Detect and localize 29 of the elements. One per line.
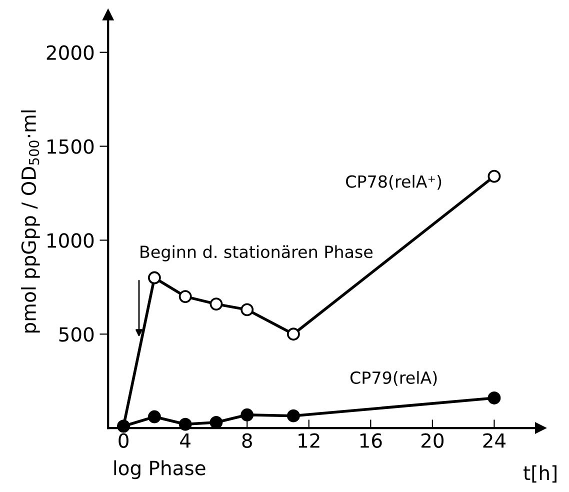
- y-axis-title: pmol ppGpp / OD$_{500}$·ml: [21, 110, 40, 333]
- x-tick-label: 4: [180, 434, 190, 448]
- y-tick-label: 1000: [48, 233, 94, 248]
- y-tick-label: 500: [59, 327, 94, 342]
- x-tick-label: 16: [360, 433, 382, 448]
- x-tick-label: 0: [118, 433, 128, 448]
- x-tick-label: 24: [483, 433, 506, 448]
- y-tick-label: 2000: [46, 45, 94, 60]
- point: [210, 298, 223, 311]
- point: [240, 408, 254, 422]
- y-tick-label: 1500: [48, 139, 94, 154]
- point: [488, 170, 501, 183]
- point: [178, 418, 192, 431]
- x-tick-label: 12: [298, 433, 320, 448]
- point: [488, 392, 501, 404]
- text: log Phase: [114, 460, 206, 480]
- x-tick-label: 8: [242, 433, 252, 448]
- point: [240, 303, 254, 316]
- x-tick-label: 20: [421, 433, 444, 448]
- point: [286, 328, 300, 341]
- series-label: CP78(relA⁺): [346, 174, 442, 190]
- point: [148, 271, 161, 284]
- series-label: CP79(relA): [350, 371, 437, 386]
- annotation: Beginn d. stationären Phase: [140, 245, 373, 262]
- point: [286, 409, 300, 422]
- point: [210, 416, 223, 429]
- point: [178, 290, 192, 303]
- x-axis-title: t[h]: [524, 465, 556, 483]
- point: [148, 410, 161, 424]
